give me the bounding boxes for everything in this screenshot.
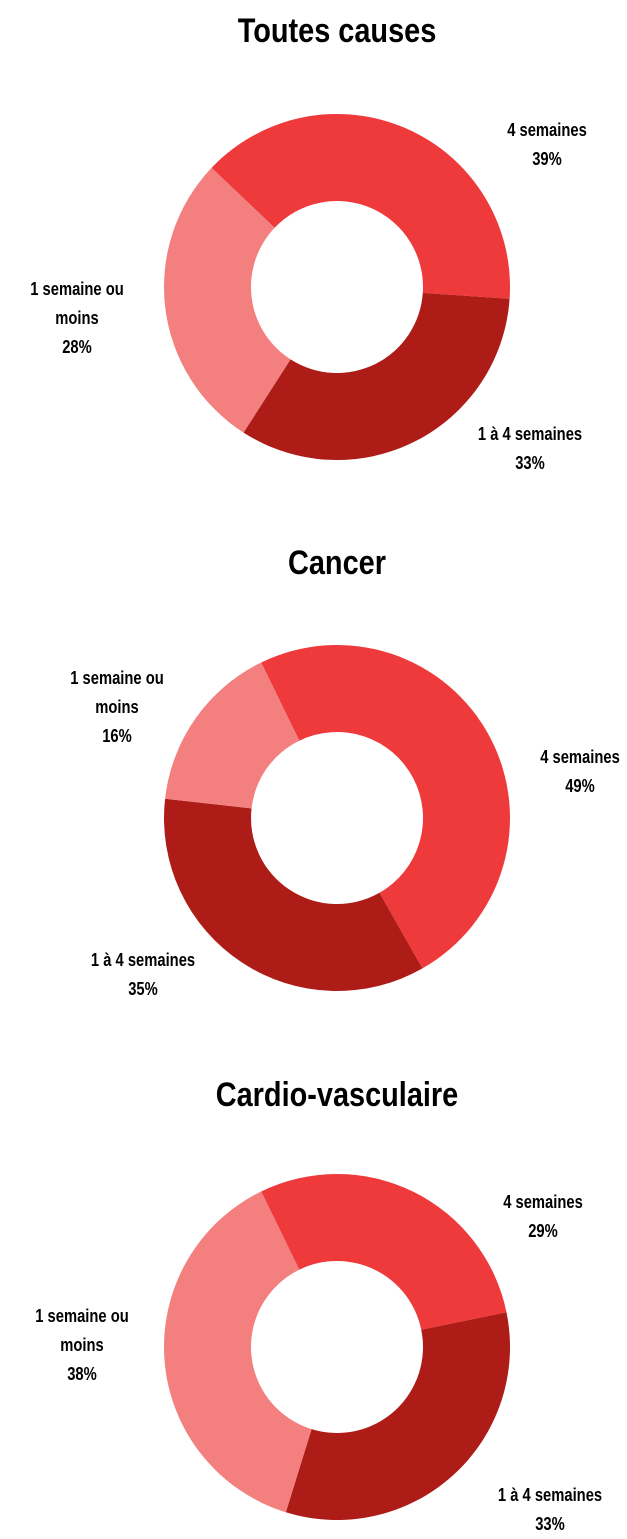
category-label: 4 semaines (486, 116, 609, 145)
category-label: 1 semaine ou moins (56, 664, 179, 722)
value-label: 29% (482, 1217, 605, 1246)
category-label: 4 semaines (519, 743, 627, 772)
value-label: 16% (56, 722, 179, 751)
value-label: 33% (489, 1510, 612, 1539)
category-label: 1 semaine ou moins (21, 1302, 144, 1360)
chart-title: Cardio-vasculaire (216, 1075, 459, 1114)
category-label: 4 semaines (482, 1188, 605, 1217)
category-label: 1 semaine ou moins (16, 275, 139, 333)
donut-segment (212, 114, 510, 299)
donut-segment (286, 1312, 510, 1520)
chart-title: Toutes causes (238, 11, 437, 50)
chart-title: Cancer (288, 543, 386, 582)
value-label: 38% (21, 1360, 144, 1389)
value-label: 33% (469, 449, 592, 478)
category-label: 1 à 4 semaines (82, 946, 205, 975)
value-label: 35% (82, 975, 205, 1004)
category-label: 1 à 4 semaines (469, 420, 592, 449)
value-label: 49% (519, 772, 627, 801)
value-label: 39% (486, 145, 609, 174)
category-label: 1 à 4 semaines (489, 1481, 612, 1510)
donut-segment (261, 1174, 506, 1330)
value-label: 28% (16, 333, 139, 362)
